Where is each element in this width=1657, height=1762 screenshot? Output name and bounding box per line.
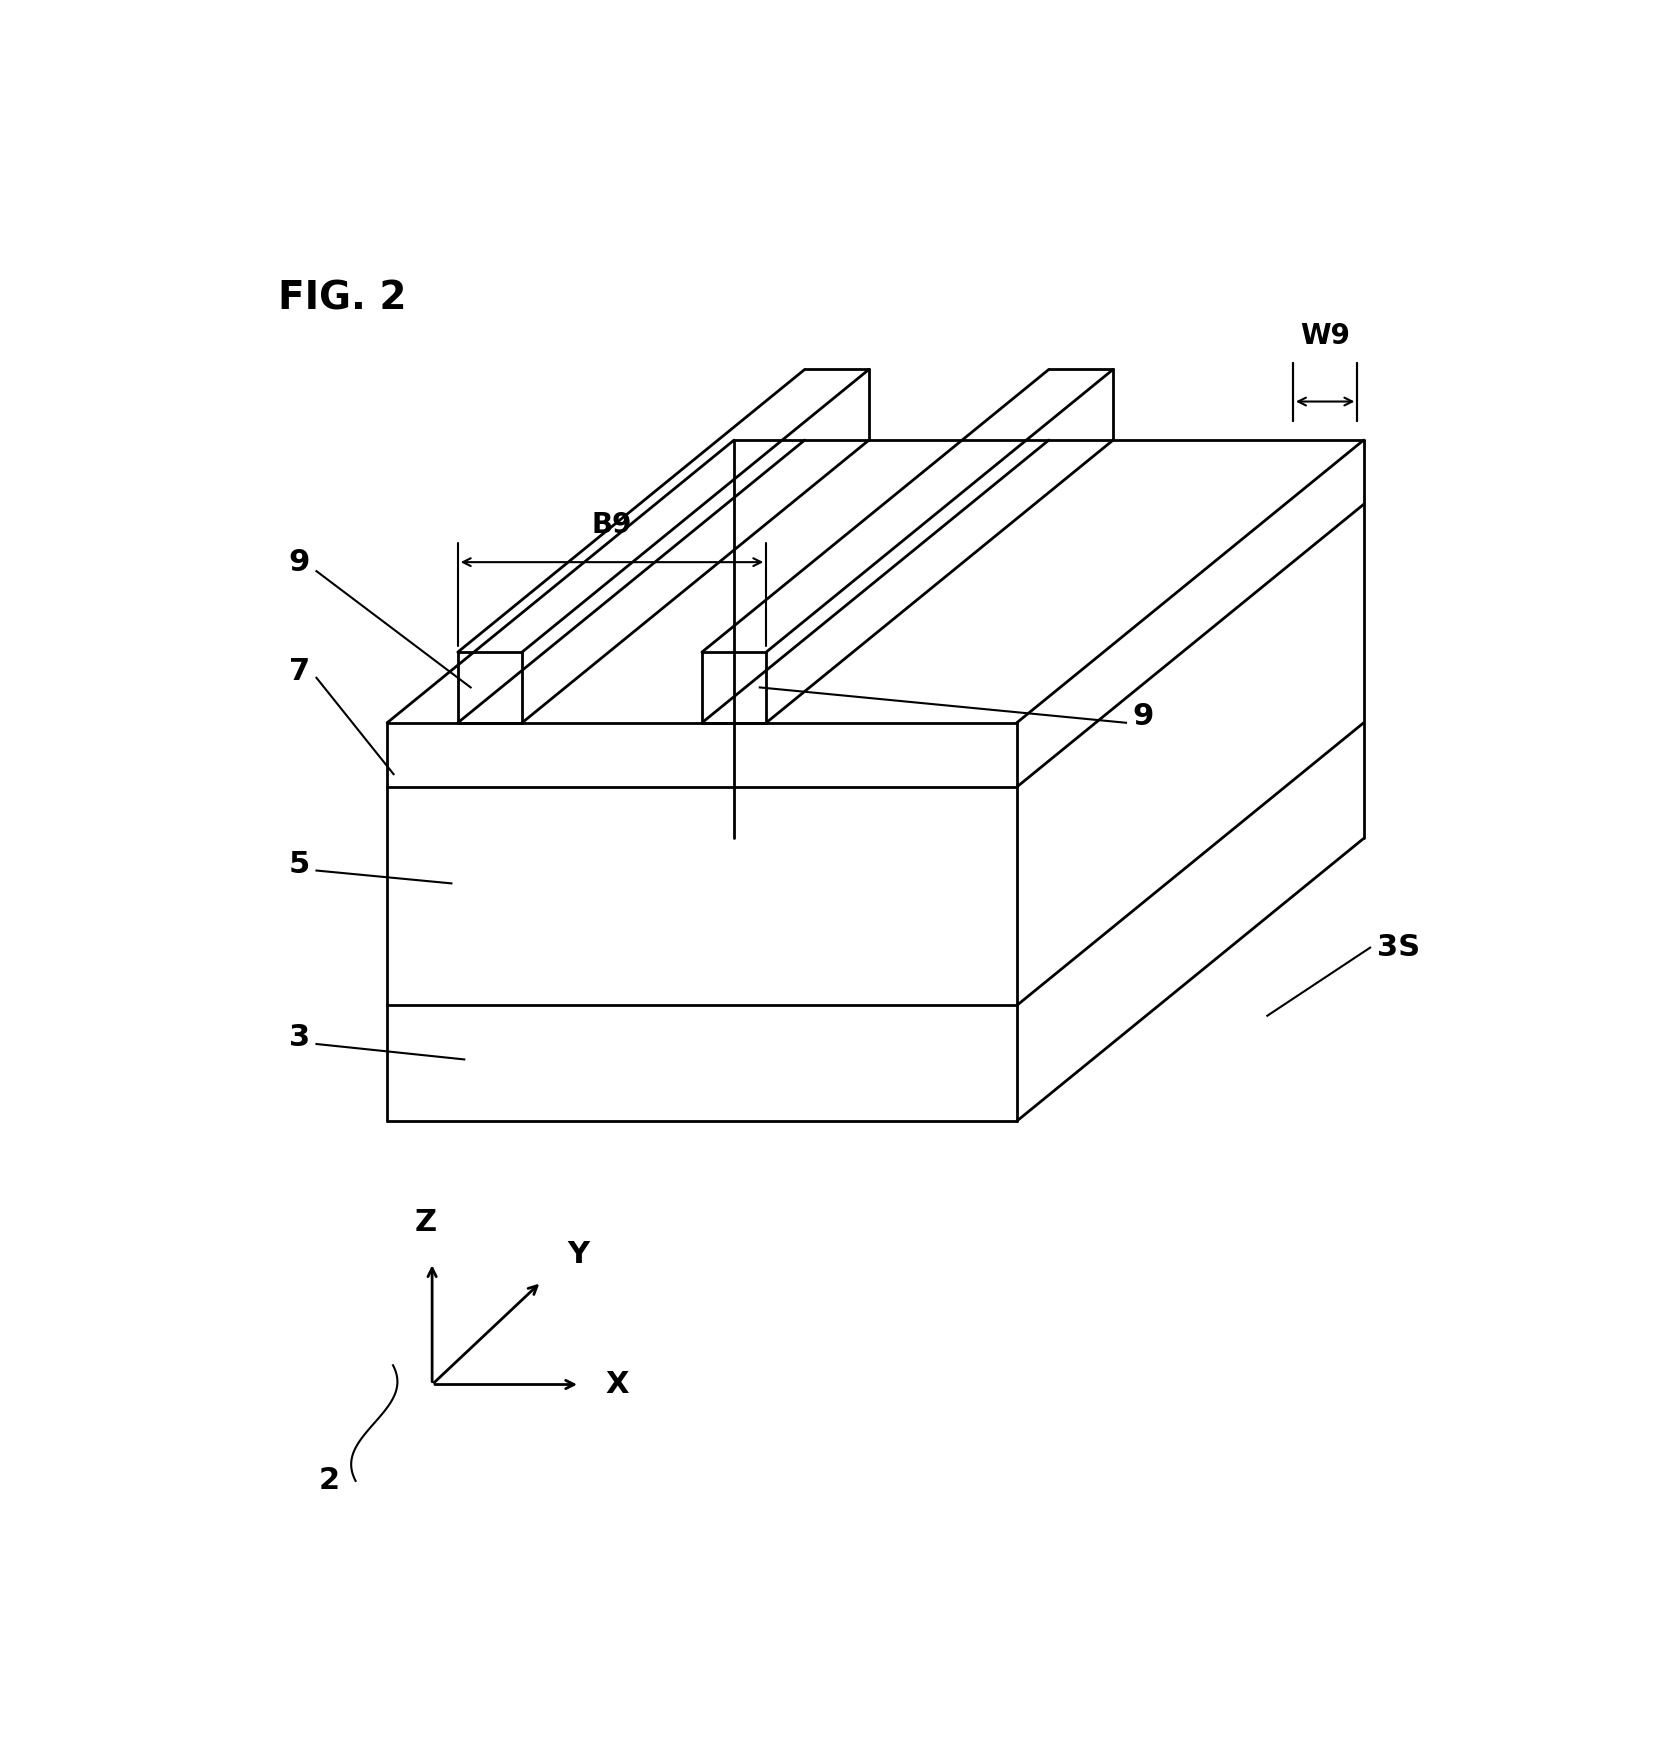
Text: 9: 9 [288, 548, 310, 576]
Text: 3S: 3S [1375, 934, 1418, 962]
Text: Z: Z [414, 1207, 436, 1237]
Text: 9: 9 [1132, 701, 1153, 731]
Text: 7: 7 [288, 657, 310, 685]
Text: 5: 5 [288, 849, 310, 879]
Text: Y: Y [567, 1240, 588, 1269]
Text: 2: 2 [318, 1466, 340, 1496]
Text: X: X [605, 1371, 628, 1399]
Text: W9: W9 [1299, 322, 1349, 351]
Text: FIG. 2: FIG. 2 [278, 280, 406, 317]
Text: 3: 3 [288, 1024, 310, 1052]
Text: B9: B9 [592, 511, 631, 539]
